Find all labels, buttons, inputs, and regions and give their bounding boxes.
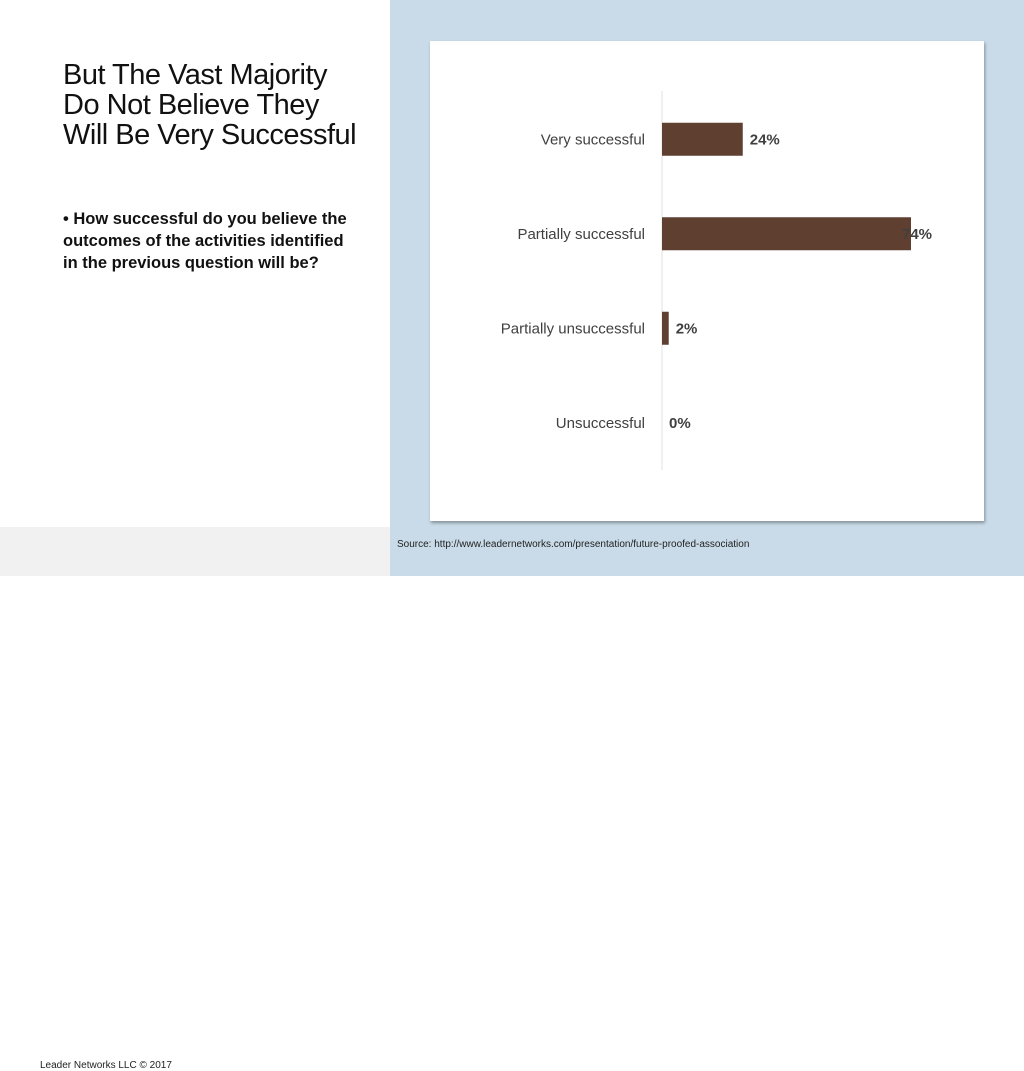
category-label: Partially unsuccessful — [501, 320, 645, 337]
bullet-text: How successful do you believe the outcom… — [63, 210, 347, 272]
data-label: 24% — [750, 131, 780, 148]
chart-panel: Very successful 24% Partially successful 74… — [430, 41, 984, 521]
category-label: Very successful — [541, 131, 645, 148]
data-label: 74% — [902, 226, 932, 243]
bar — [662, 217, 911, 251]
data-label: 0% — [669, 415, 691, 432]
source-note: Source: http://www.leadernetworks.com/pr… — [397, 539, 750, 550]
bar — [662, 311, 669, 345]
bar — [662, 122, 743, 156]
category-label: Partially successful — [517, 226, 645, 243]
category-label: Unsuccessful — [556, 415, 645, 432]
left-panel: But The Vast Majority Do Not Believe The… — [0, 0, 390, 527]
bullet-point: • How successful do you believe the outc… — [63, 210, 347, 272]
bar-chart: Very successful 24% Partially successful 74… — [501, 91, 932, 470]
copyright: Leader Networks LLC © 2017 — [40, 1060, 172, 1071]
data-label: 2% — [676, 320, 698, 337]
footer-left: Leader Networks LLC © 2017 — [0, 527, 390, 1071]
slide-title: But The Vast Majority Do Not Believe The… — [63, 59, 357, 151]
